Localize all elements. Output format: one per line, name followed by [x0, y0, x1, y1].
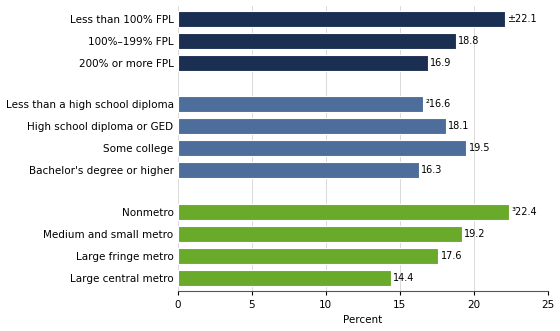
- Text: 18.1: 18.1: [448, 121, 469, 131]
- Text: 14.4: 14.4: [393, 273, 414, 283]
- Bar: [178, 55, 428, 71]
- Bar: [178, 226, 462, 242]
- Bar: [178, 96, 423, 112]
- Text: 18.8: 18.8: [458, 36, 479, 46]
- Bar: [178, 33, 456, 49]
- Text: ±22.1: ±22.1: [507, 14, 536, 24]
- Bar: [178, 204, 510, 220]
- Bar: [178, 248, 438, 264]
- Text: 16.9: 16.9: [430, 58, 451, 68]
- Bar: [178, 162, 419, 178]
- Bar: [178, 140, 466, 156]
- Text: 16.3: 16.3: [421, 165, 442, 175]
- Text: ²16.6: ²16.6: [426, 99, 451, 109]
- Text: ³22.4: ³22.4: [511, 207, 537, 217]
- Text: 19.5: 19.5: [469, 143, 490, 153]
- Text: 19.2: 19.2: [464, 229, 486, 239]
- Bar: [178, 270, 391, 286]
- Text: 17.6: 17.6: [441, 251, 462, 261]
- Bar: [178, 11, 505, 26]
- X-axis label: Percent: Percent: [343, 315, 382, 325]
- Bar: [178, 118, 446, 134]
